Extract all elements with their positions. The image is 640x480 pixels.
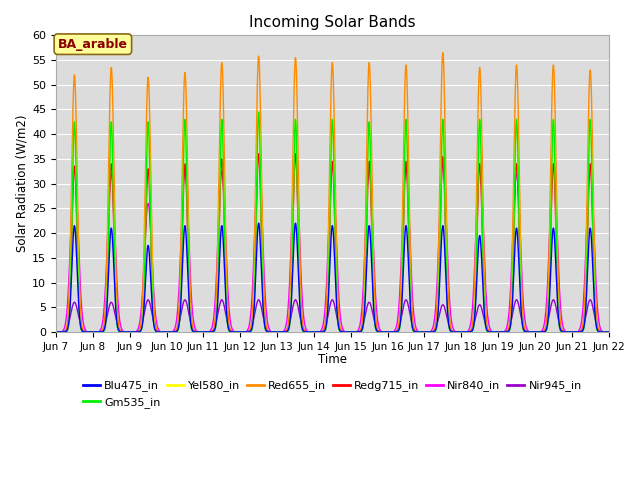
- Blu475_in: [52, 329, 60, 335]
- Yel580_in: [405, 221, 413, 227]
- Nir945_in: [144, 297, 152, 303]
- Yel580_in: [255, 109, 262, 115]
- Red655_in: [81, 329, 89, 335]
- Gm535_in: [605, 329, 612, 335]
- Red655_in: [483, 314, 490, 320]
- Gm535_in: [504, 329, 511, 335]
- Red655_in: [405, 167, 413, 173]
- Yel580_in: [467, 329, 475, 335]
- Gm535_in: [52, 329, 60, 335]
- X-axis label: Time: Time: [318, 353, 347, 366]
- Nir945_in: [605, 329, 612, 335]
- Nir945_in: [405, 305, 413, 311]
- Line: Red655_in: Red655_in: [56, 53, 609, 332]
- Blu475_in: [255, 220, 262, 226]
- Red655_in: [467, 326, 475, 332]
- Nir840_in: [496, 329, 504, 335]
- Yel580_in: [496, 329, 504, 335]
- Yel580_in: [504, 329, 511, 335]
- Nir945_in: [504, 327, 511, 333]
- Red655_in: [605, 329, 612, 335]
- Nir840_in: [52, 329, 60, 335]
- Redg715_in: [483, 323, 490, 329]
- Gm535_in: [483, 327, 490, 333]
- Nir840_in: [483, 296, 490, 302]
- Gm535_in: [255, 109, 262, 115]
- Nir945_in: [483, 324, 490, 329]
- Line: Redg715_in: Redg715_in: [56, 154, 609, 332]
- Blu475_in: [405, 270, 413, 276]
- Line: Yel580_in: Yel580_in: [56, 112, 609, 332]
- Yel580_in: [483, 324, 490, 330]
- Blu475_in: [467, 328, 475, 334]
- Nir945_in: [496, 329, 504, 335]
- Nir840_in: [255, 151, 262, 157]
- Red655_in: [504, 327, 511, 333]
- Line: Nir840_in: Nir840_in: [56, 154, 609, 332]
- Redg715_in: [405, 234, 413, 240]
- Nir945_in: [467, 327, 475, 333]
- Gm535_in: [467, 329, 475, 335]
- Gm535_in: [496, 329, 504, 335]
- Blu475_in: [81, 329, 89, 335]
- Redg715_in: [504, 329, 511, 335]
- Line: Gm535_in: Gm535_in: [56, 112, 609, 332]
- Yel580_in: [605, 329, 612, 335]
- Legend: Blu475_in, Gm535_in, Yel580_in, Red655_in, Redg715_in, Nir840_in, Nir945_in: Blu475_in, Gm535_in, Yel580_in, Red655_i…: [79, 376, 586, 412]
- Red655_in: [439, 50, 447, 56]
- Line: Blu475_in: Blu475_in: [56, 223, 609, 332]
- Blu475_in: [504, 329, 511, 335]
- Nir840_in: [405, 204, 413, 210]
- Nir945_in: [81, 328, 89, 334]
- Blu475_in: [483, 325, 490, 331]
- Blu475_in: [496, 329, 504, 335]
- Nir840_in: [467, 316, 475, 322]
- Nir945_in: [52, 329, 60, 335]
- Nir840_in: [504, 320, 511, 326]
- Title: Incoming Solar Bands: Incoming Solar Bands: [249, 15, 415, 30]
- Redg715_in: [496, 329, 504, 335]
- Text: BA_arable: BA_arable: [58, 38, 128, 51]
- Nir840_in: [605, 329, 612, 335]
- Redg715_in: [81, 329, 89, 335]
- Line: Nir945_in: Nir945_in: [56, 300, 609, 332]
- Yel580_in: [81, 329, 89, 335]
- Redg715_in: [52, 329, 60, 335]
- Nir840_in: [81, 326, 89, 332]
- Gm535_in: [405, 233, 413, 239]
- Redg715_in: [605, 329, 612, 335]
- Redg715_in: [255, 151, 262, 157]
- Redg715_in: [467, 328, 475, 334]
- Y-axis label: Solar Radiation (W/m2): Solar Radiation (W/m2): [15, 115, 28, 252]
- Gm535_in: [81, 329, 89, 335]
- Blu475_in: [605, 329, 612, 335]
- Red655_in: [496, 329, 504, 335]
- Yel580_in: [52, 329, 60, 335]
- Red655_in: [52, 329, 60, 335]
